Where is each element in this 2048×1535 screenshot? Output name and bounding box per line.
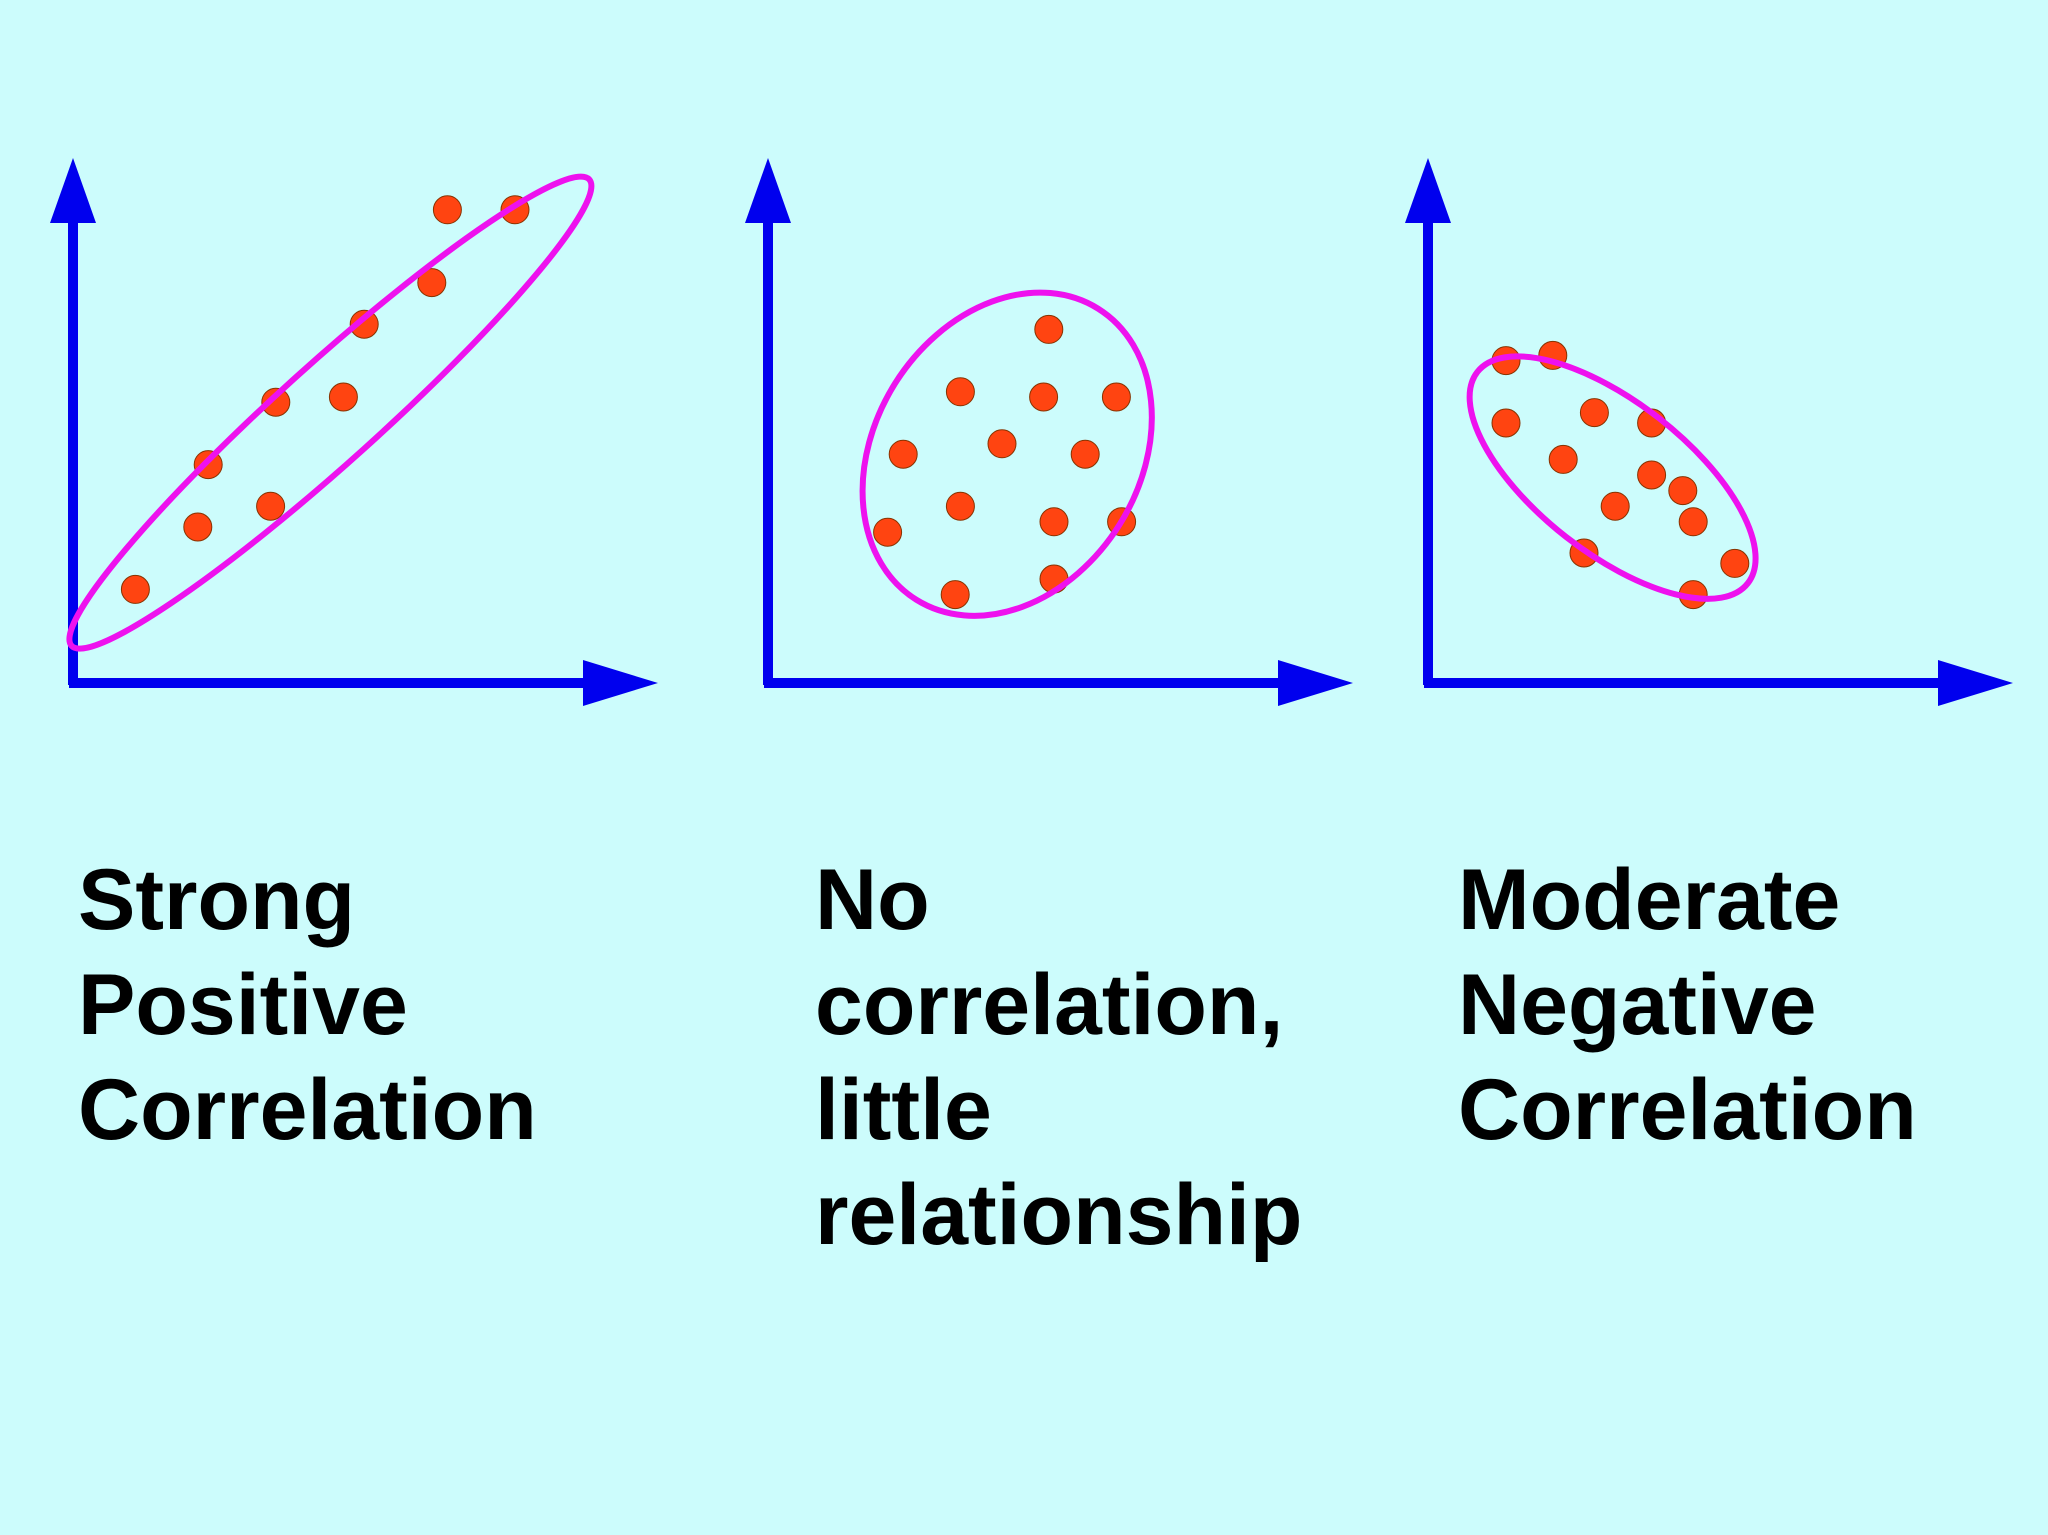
data-point xyxy=(873,517,903,547)
cluster-ellipse xyxy=(859,289,1155,619)
data-point xyxy=(256,491,286,521)
caption-line: Negative xyxy=(1458,957,1817,1053)
data-point xyxy=(349,309,379,339)
data-point xyxy=(1600,491,1630,521)
moderate-negative-panel xyxy=(1405,158,2013,706)
caption-line: Positive xyxy=(78,957,408,1053)
data-point xyxy=(1070,439,1100,469)
data-point xyxy=(328,382,358,412)
caption-line: Correlation xyxy=(78,1062,537,1158)
data-point xyxy=(888,439,918,469)
data-point xyxy=(1678,507,1708,537)
data-point xyxy=(945,491,975,521)
caption-line: correlation, xyxy=(815,957,1284,1053)
cluster-ellipse xyxy=(66,173,595,652)
caption-line: relationship xyxy=(815,1167,1303,1263)
cluster-ellipse xyxy=(1466,353,1759,602)
data-point xyxy=(183,512,213,542)
caption-line: Moderate xyxy=(1458,852,1841,948)
y-axis-arrow xyxy=(745,158,791,223)
moderate-negative-caption: Moderate Negative Correlation xyxy=(1458,848,1917,1163)
data-point xyxy=(1668,476,1698,506)
data-point xyxy=(193,450,223,480)
data-point xyxy=(1029,382,1059,412)
strong-positive-panel xyxy=(50,158,658,706)
data-point xyxy=(1034,314,1064,344)
data-point xyxy=(1720,548,1750,578)
caption-line: Strong xyxy=(78,852,356,948)
x-axis-arrow xyxy=(1278,660,1353,706)
data-point xyxy=(1548,444,1578,474)
correlation-charts xyxy=(50,158,2013,706)
data-point xyxy=(1101,382,1131,412)
data-point xyxy=(261,387,291,417)
data-point xyxy=(987,429,1017,459)
no-correlation-caption: No correlation, little relationship xyxy=(815,848,1302,1268)
x-axis-arrow xyxy=(1938,660,2013,706)
data-point xyxy=(945,377,975,407)
data-point xyxy=(940,580,970,610)
data-point xyxy=(1039,507,1069,537)
no-correlation-panel xyxy=(745,158,1353,706)
data-point xyxy=(1579,398,1609,428)
y-axis-arrow xyxy=(1405,158,1451,223)
data-point xyxy=(417,268,447,298)
caption-line: No xyxy=(815,852,930,948)
strong-positive-caption: Strong Positive Correlation xyxy=(78,848,537,1163)
caption-line: Correlation xyxy=(1458,1062,1917,1158)
data-point xyxy=(1491,408,1521,438)
data-point xyxy=(120,574,150,604)
caption-line: little xyxy=(815,1062,992,1158)
data-point xyxy=(1637,460,1667,490)
y-axis-arrow xyxy=(50,158,96,223)
data-point xyxy=(432,195,462,225)
x-axis-arrow xyxy=(583,660,658,706)
